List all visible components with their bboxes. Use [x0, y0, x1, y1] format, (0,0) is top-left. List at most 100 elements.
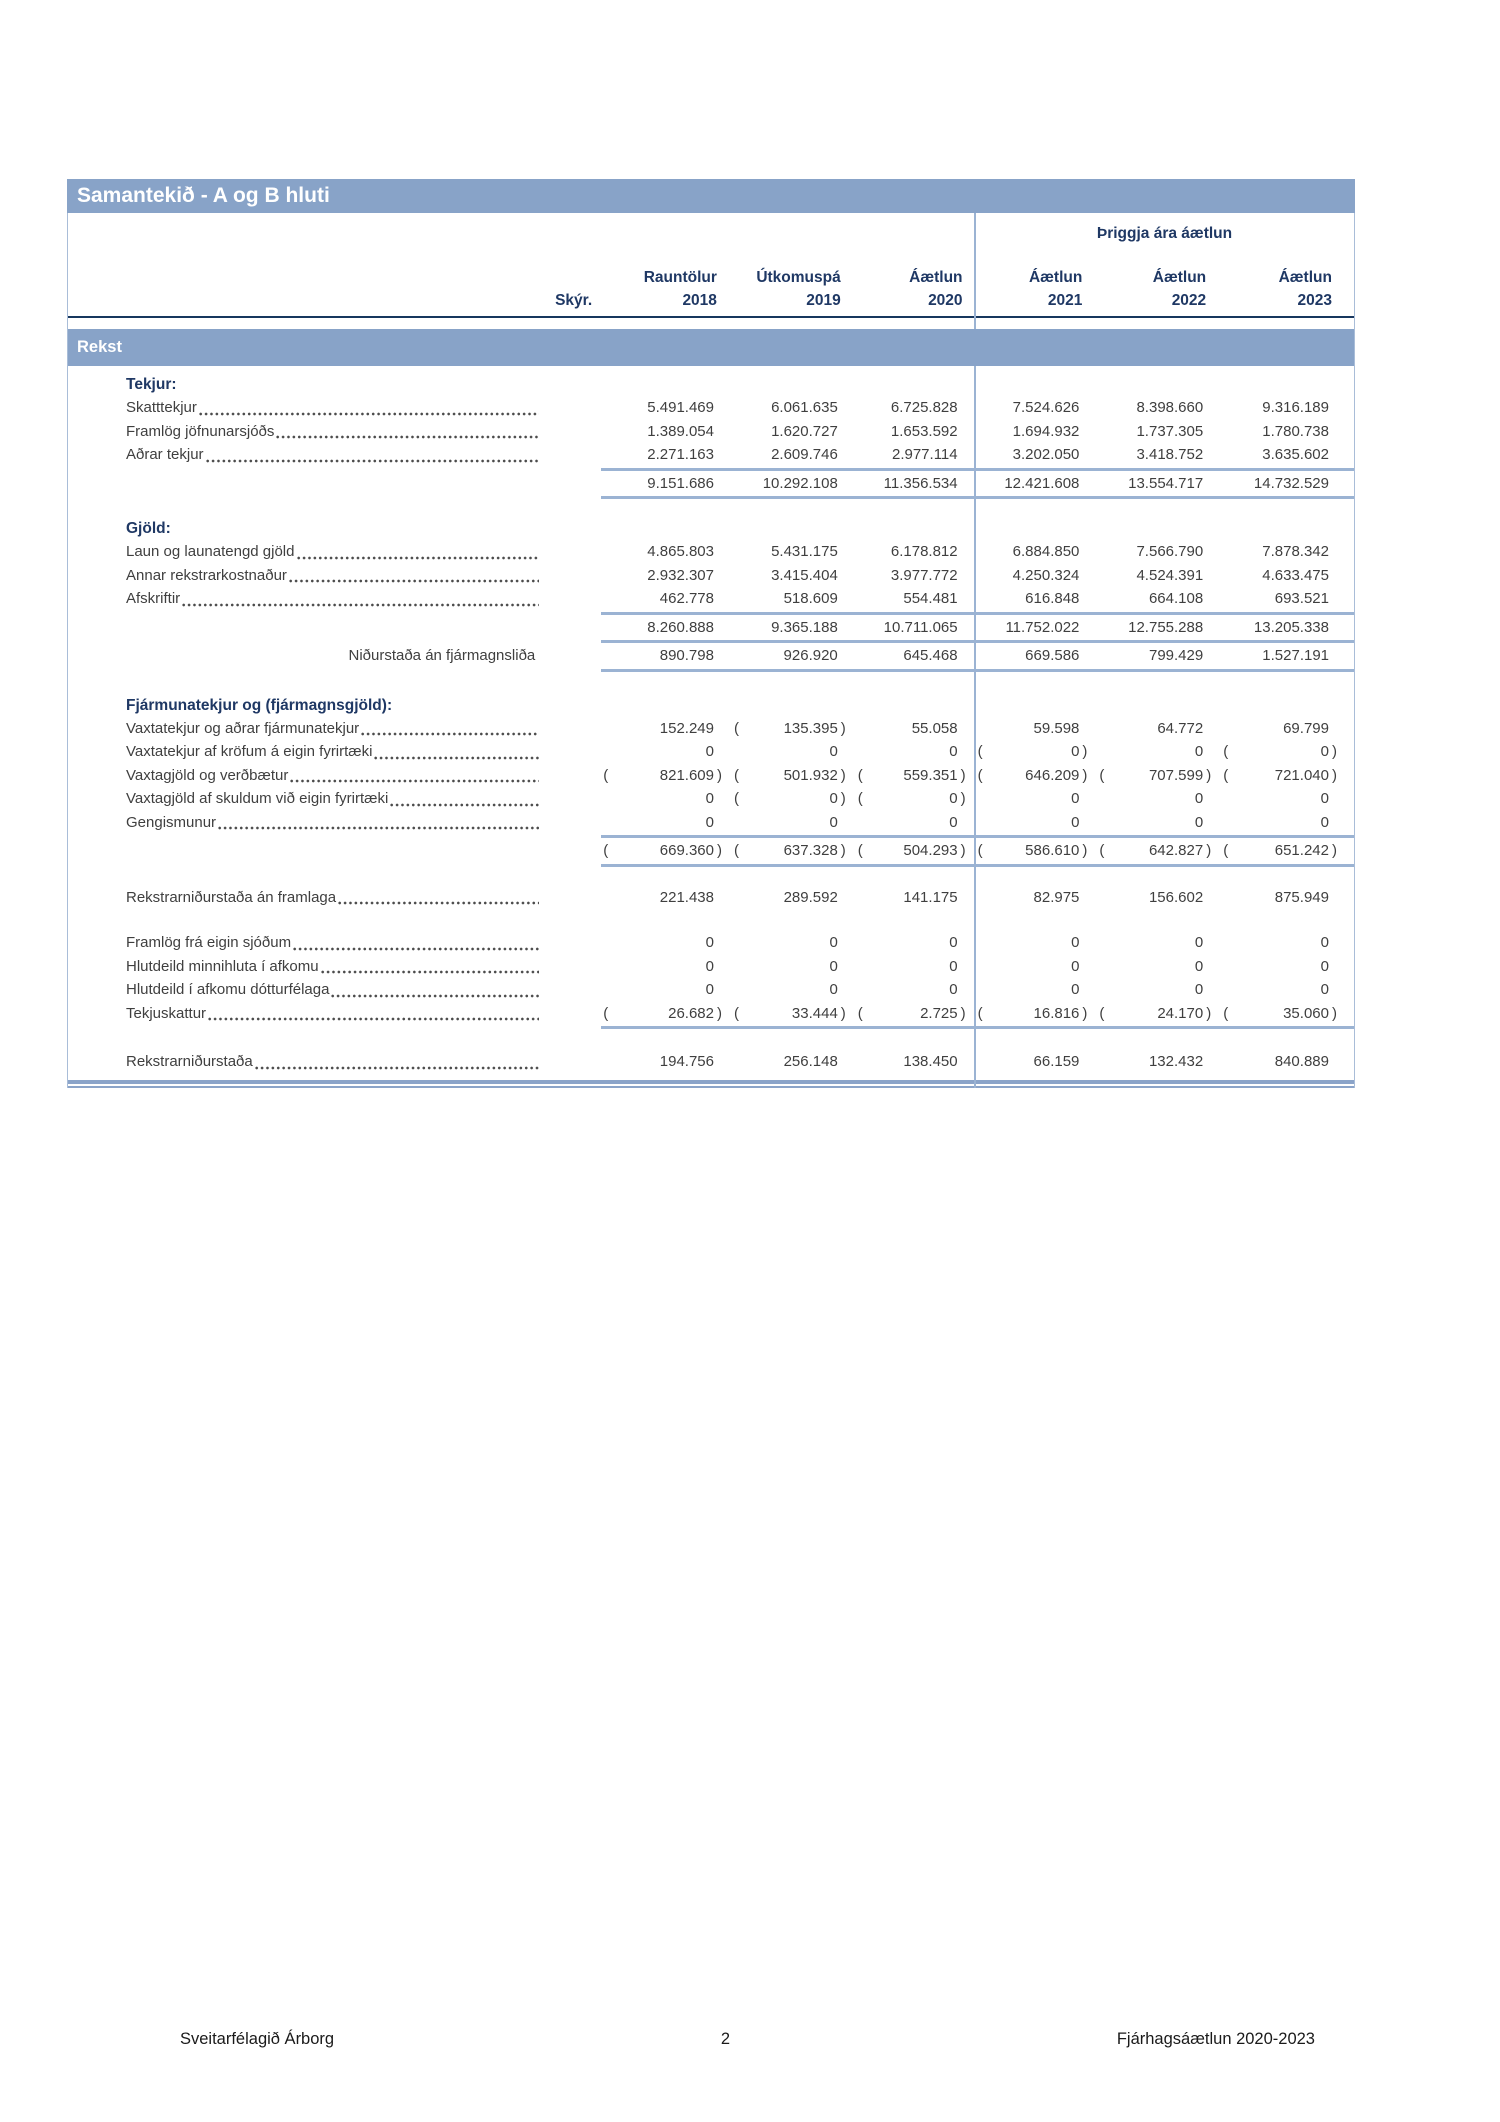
close-paren [1329, 787, 1354, 811]
cell-number: 0 [1194, 934, 1204, 952]
close-paren [714, 886, 731, 910]
open-paren [855, 811, 872, 835]
cell-number: 616.848 [1025, 590, 1080, 608]
open-paren [731, 587, 748, 611]
open-paren [1096, 540, 1113, 564]
value-cell: 59.598 [975, 717, 1097, 741]
value-cell: 13.205.338 [1220, 616, 1354, 640]
close-paren [1079, 420, 1096, 444]
column-header-year-2021: 2021 [1047, 292, 1083, 309]
close-paren [958, 1050, 975, 1074]
cell-number: 707.599 [1148, 766, 1204, 784]
close-paren [714, 931, 731, 955]
close-paren [1079, 787, 1096, 811]
cell-number: 3.418.752 [1136, 446, 1204, 464]
close-paren [958, 886, 975, 910]
cell-number: 135.395 [783, 719, 838, 737]
open-paren [600, 931, 617, 955]
value-cell: 2.977.114 [855, 443, 975, 467]
open-paren [600, 540, 617, 564]
close-paren [1203, 644, 1220, 668]
close-paren [1203, 955, 1220, 979]
subtotal-rule-line [601, 640, 1354, 644]
open-paren [975, 717, 992, 741]
cell-number: 1.389.054 [647, 422, 714, 440]
cell-number: 3.202.050 [1012, 446, 1080, 464]
cell-number: 501.932 [783, 766, 838, 784]
header-underline [68, 316, 1354, 319]
open-paren [855, 420, 872, 444]
row-label-cell: Vaxtatekjur af kröfum á eigin fyrirtæki [68, 740, 545, 764]
cell-number: 6.725.828 [890, 399, 958, 417]
open-paren [1096, 811, 1113, 835]
spacer-row [68, 1030, 1354, 1050]
table-body: Tekjur: Skatttekjur 5.491.469 6.061.635 6.72… [68, 366, 1354, 1078]
skyr-cell [545, 764, 600, 788]
cell-number: 4.865.803 [647, 543, 714, 561]
open-paren [1220, 564, 1237, 588]
column-header-year-2022: 2022 [1171, 292, 1207, 309]
cell-number: 35.060 [1283, 1004, 1329, 1022]
open-paren: ( [1223, 743, 1229, 761]
cell-number: 0 [705, 790, 714, 808]
table-row: Rekstrarniðurstaða 194.756 256.148 138.450 6… [68, 1050, 1354, 1074]
table-row: Tekjuskattur(26.682)(33.444)(2.725)(16.8… [68, 1002, 1354, 1026]
value-cell: 152.249 [600, 717, 731, 741]
close-paren [838, 587, 855, 611]
cell-number: 12.755.288 [1128, 618, 1204, 636]
close-paren [1203, 472, 1220, 496]
open-paren [600, 717, 617, 741]
spacer-row [68, 500, 1354, 516]
close-paren [958, 740, 975, 764]
close-paren [1203, 717, 1220, 741]
footer-left: Sveitarfélagið Árborg [180, 2030, 335, 2048]
close-paren [1079, 564, 1096, 588]
cell-number: 0 [829, 981, 838, 999]
document-title-band: Samantekið - A og B hluti [67, 179, 1355, 213]
open-paren [855, 717, 872, 741]
subtotal-rule-line [601, 1026, 1354, 1030]
cell-number: 3.977.772 [890, 566, 958, 584]
cell-number: 9.151.686 [647, 474, 714, 492]
budget-summary-document: Samantekið - A og B hluti Þriggja ára áæ… [67, 179, 1355, 1089]
column-header-2022-type: Áætlun [1152, 269, 1207, 286]
column-header-year-2018: 2018 [682, 292, 717, 309]
value-cell: 11.356.534 [855, 472, 975, 496]
value-cell: (721.040) [1220, 764, 1354, 788]
close-paren: ) [1206, 1004, 1212, 1022]
close-paren [1329, 811, 1354, 835]
dotted-leader [217, 825, 540, 831]
cell-number: 890.798 [659, 647, 714, 665]
open-paren [1220, 811, 1237, 835]
value-cell: 840.889 [1220, 1050, 1354, 1074]
value-cell: 799.429 [1096, 644, 1220, 668]
cell-number: 0 [829, 743, 838, 761]
table-row: Aðrar tekjur 2.271.163 2.609.746 2.977.114 3… [68, 443, 1354, 467]
cell-number: 289.592 [783, 888, 838, 906]
close-paren [1329, 955, 1354, 979]
close-paren [1329, 931, 1354, 955]
cell-number: 0 [1071, 790, 1080, 808]
close-paren [714, 978, 731, 1002]
cell-number: 152.249 [659, 719, 714, 737]
value-cell: 462.778 [600, 587, 731, 611]
table-row: Skatttekjur 5.491.469 6.061.635 6.725.828 7.… [68, 396, 1354, 420]
cell-number: 664.108 [1148, 590, 1204, 608]
open-paren [600, 811, 617, 835]
total-row: (669.360)(637.328)(504.293)(586.610)(642… [68, 839, 1354, 863]
open-paren: ( [857, 842, 863, 860]
open-paren [1096, 717, 1113, 741]
row-label: Vaxtagjöld og verðbætur [126, 766, 289, 784]
open-paren [975, 955, 992, 979]
close-paren [958, 472, 975, 496]
cell-number: 1.527.191 [1262, 647, 1330, 665]
close-paren: ) [840, 790, 846, 808]
value-cell: 0 [600, 955, 731, 979]
value-cell: 221.438 [600, 886, 731, 910]
cell-number: 0 [829, 813, 838, 831]
close-paren: ) [717, 1004, 722, 1022]
value-cell: (24.170) [1096, 1002, 1220, 1026]
value-cell: 0 [975, 787, 1097, 811]
cell-number: 2.609.746 [771, 446, 838, 464]
table-row: Niðurstaða án fjármagnsliða 890.798 926.92… [68, 644, 1354, 668]
